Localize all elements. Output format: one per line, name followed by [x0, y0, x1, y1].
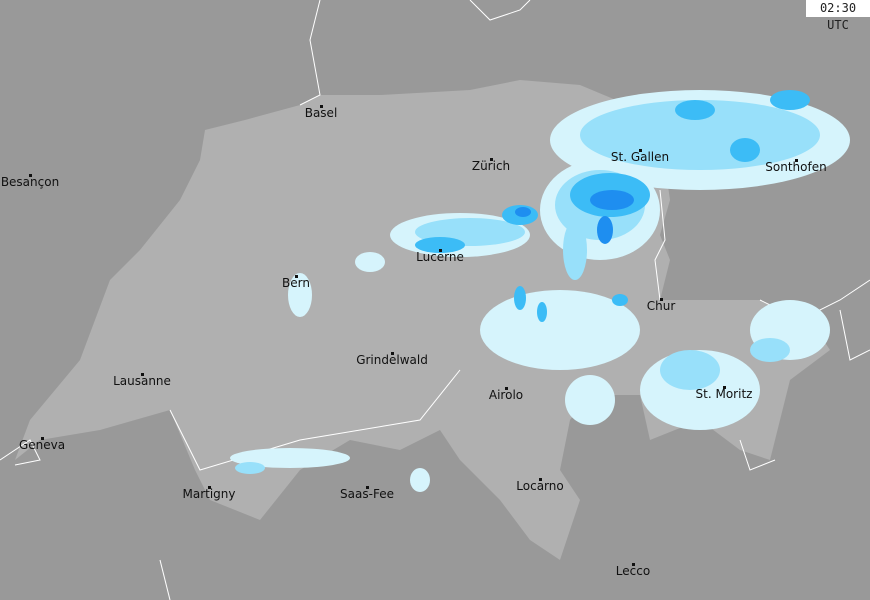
city-label: Sonthofen [765, 160, 827, 174]
city-label: Lucerne [416, 250, 464, 264]
city-marker [295, 275, 298, 278]
city-marker [660, 298, 663, 301]
city-marker [505, 387, 508, 390]
city-marker [539, 478, 542, 481]
city-label: Martigny [182, 487, 236, 501]
timestamp-label: 02:30 UTC [806, 0, 870, 32]
precipitation [230, 90, 850, 492]
city-marker [366, 486, 369, 489]
city-label: Basel [304, 106, 338, 120]
city-marker [795, 159, 798, 162]
city-marker [723, 386, 726, 389]
city-marker [632, 563, 635, 566]
city-marker [320, 105, 323, 108]
city-marker [141, 373, 144, 376]
city-label: Grindelwald [356, 353, 428, 367]
city-label: Bern [282, 276, 310, 290]
city-marker [639, 149, 642, 152]
city-label: Besançon [0, 175, 60, 189]
city-label: Lausanne [113, 374, 171, 388]
city-marker [41, 437, 44, 440]
city-label: Geneva [18, 438, 66, 452]
city-label: Airolo [488, 388, 524, 402]
city-label: Lecco [615, 564, 651, 578]
city-marker [29, 174, 32, 177]
city-label: St. Gallen [610, 150, 670, 164]
city-marker [208, 486, 211, 489]
city-label: Locarno [516, 479, 564, 493]
city-marker [439, 249, 442, 252]
city-marker [391, 352, 394, 355]
city-label: Saas-Fee [340, 487, 394, 501]
city-label: Zürich [471, 159, 511, 173]
city-label: St. Moritz [695, 387, 753, 401]
city-label: Chur [646, 299, 676, 313]
city-marker [490, 158, 493, 161]
